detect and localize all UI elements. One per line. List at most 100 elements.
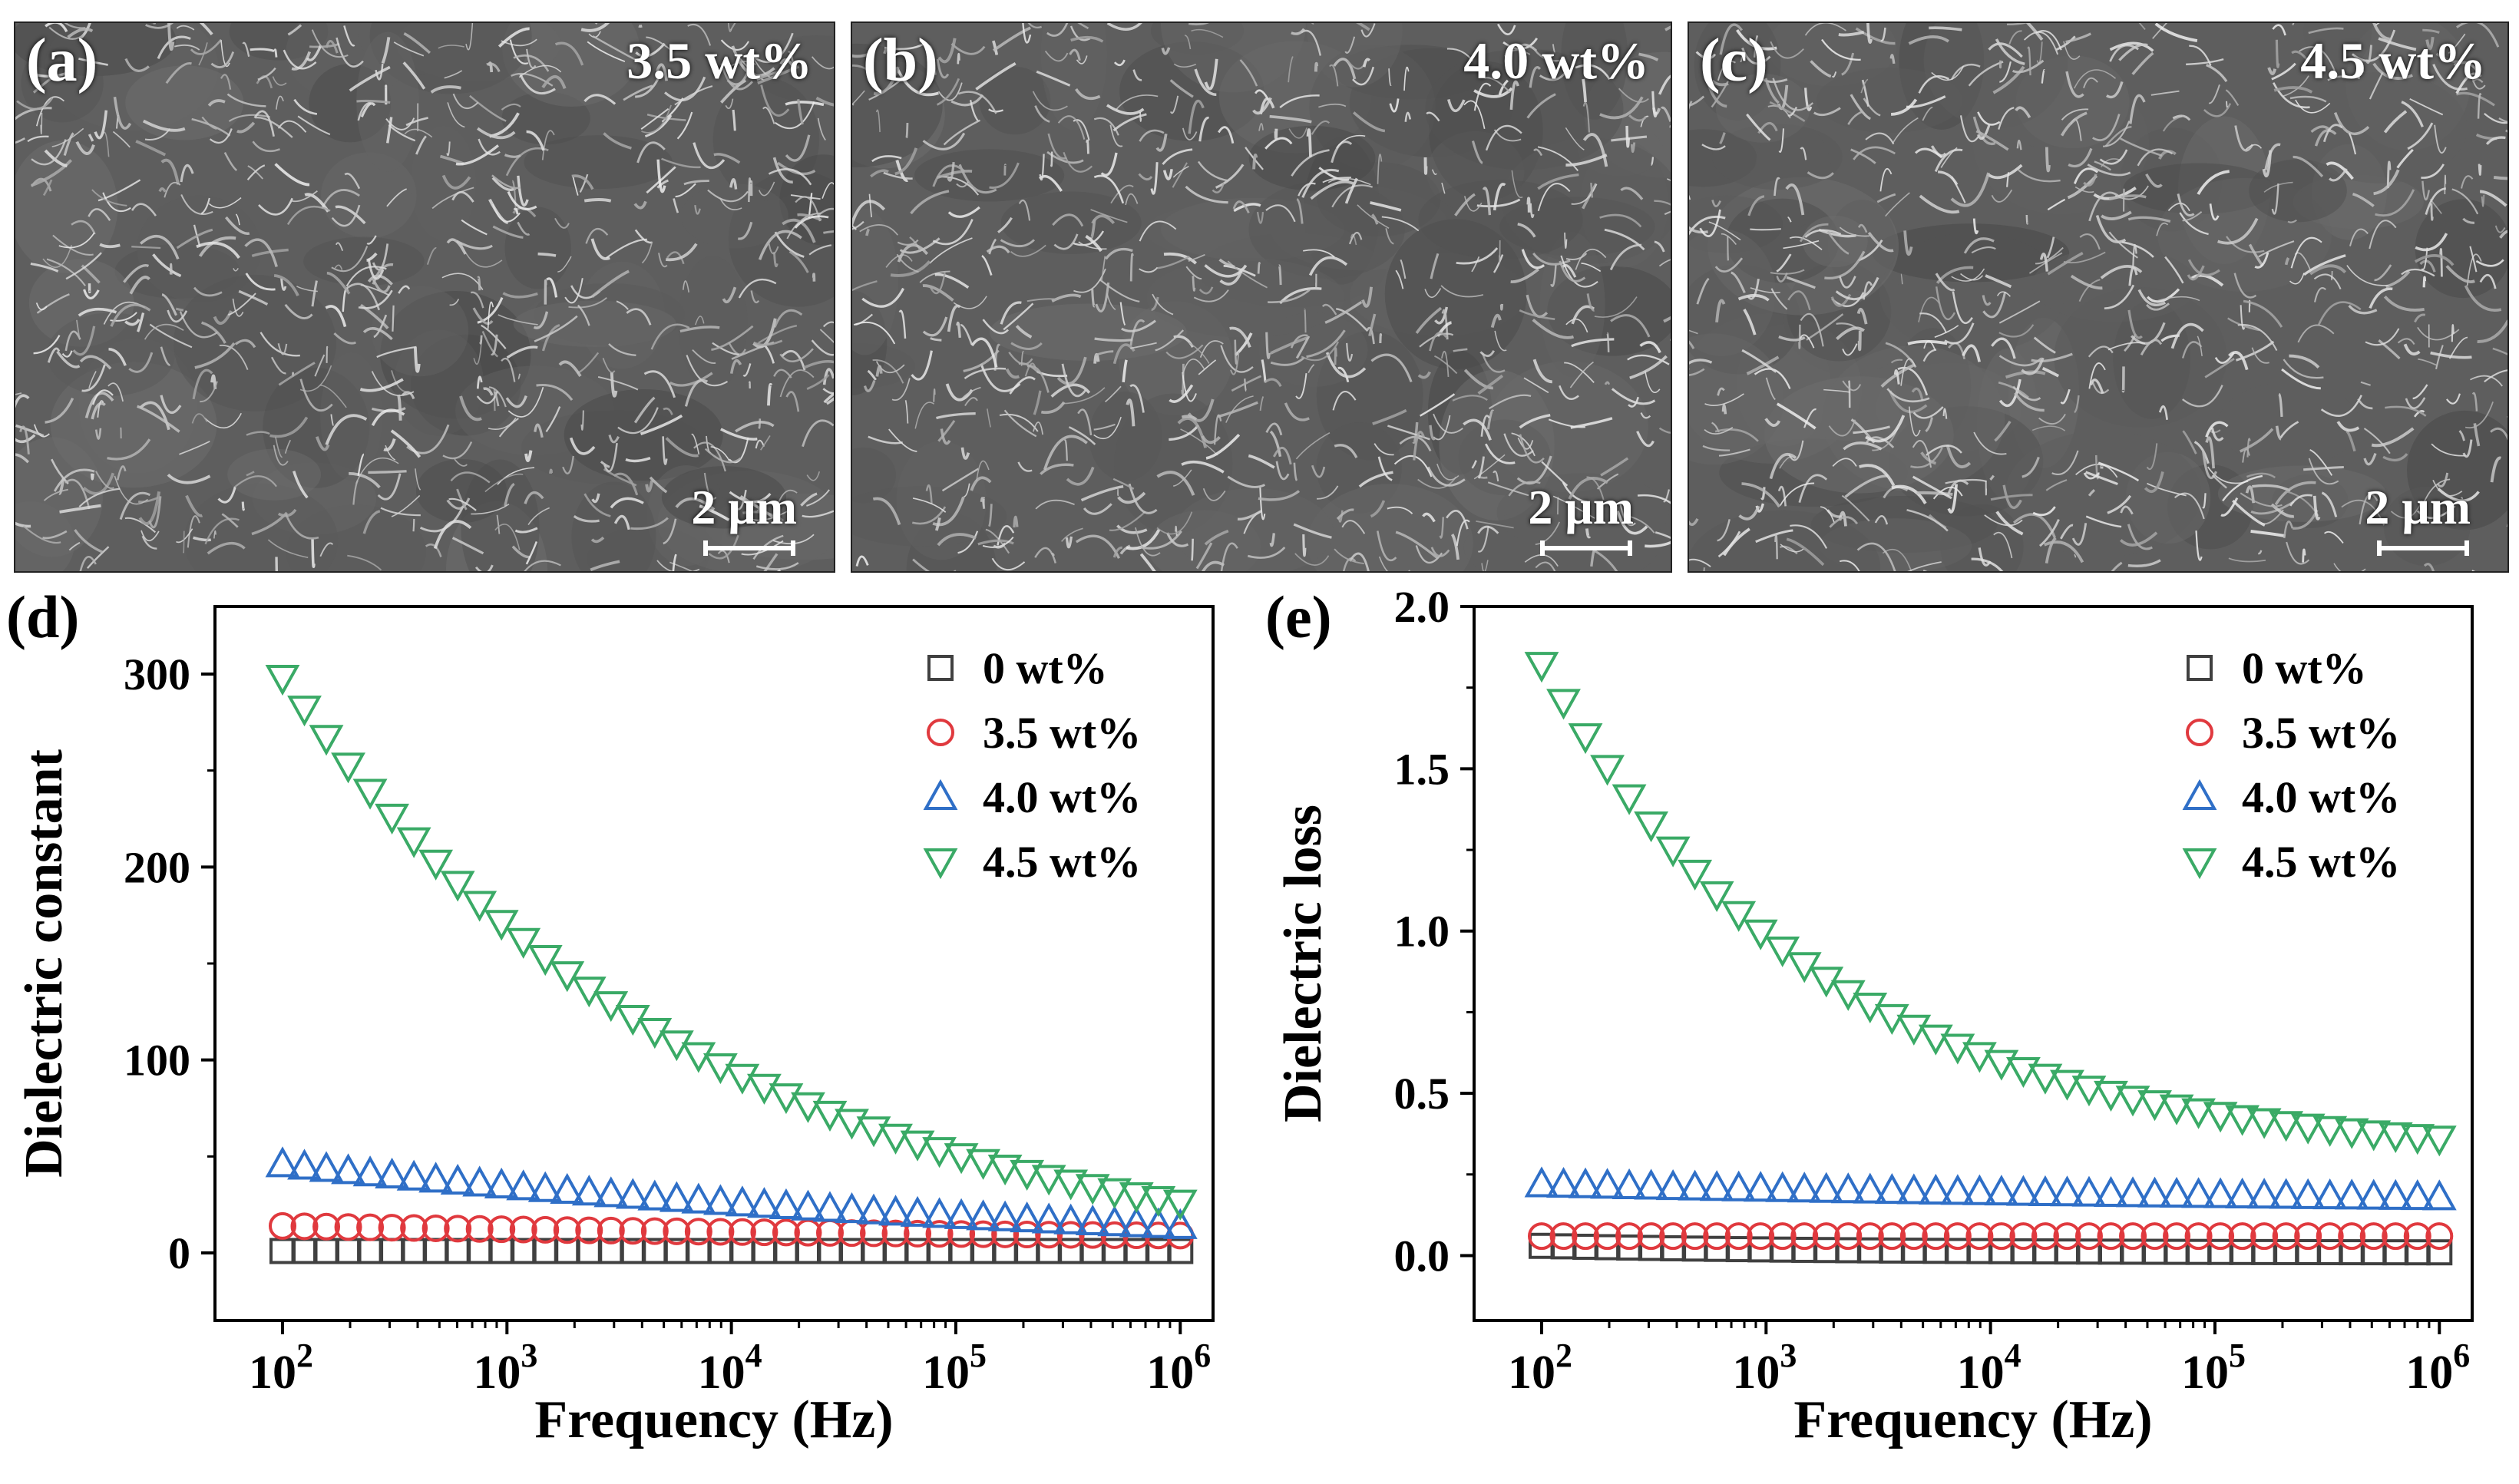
- sem-fiber: [2415, 233, 2448, 252]
- sem-fiber: [1010, 244, 1046, 257]
- sem-fiber: [2240, 305, 2246, 330]
- sem-fiber: [656, 179, 669, 189]
- sem-fiber: [603, 468, 637, 487]
- sem-fiber: [517, 373, 521, 380]
- scale-label: 2 μm: [691, 480, 797, 534]
- sem-fiber: [2284, 257, 2290, 266]
- sem-fiber: [191, 117, 231, 137]
- sem-fiber: [1234, 332, 1253, 356]
- sem-fiber: [91, 189, 127, 207]
- data-point: [527, 1171, 563, 1202]
- sem-fiber: [1857, 223, 1868, 233]
- sem-fiber: [176, 25, 195, 31]
- data-point: [440, 1163, 475, 1195]
- sem-fiber: [1695, 51, 1717, 60]
- data-point: [422, 1238, 449, 1264]
- sem-fiber: [2289, 273, 2305, 285]
- sem-fiber: [1417, 476, 1457, 489]
- sem-fiber: [1973, 431, 2007, 455]
- sem-fiber: [1537, 183, 1571, 212]
- y-tick-label: 0.0: [1394, 1231, 1450, 1281]
- y-axis-label: Dielectric loss: [1274, 805, 1333, 1122]
- plot-frame: [1473, 605, 2474, 1322]
- sem-fiber: [1886, 388, 1930, 403]
- sem-fiber: [861, 287, 905, 308]
- sem-fiber: [160, 158, 180, 185]
- sem-fiber: [750, 508, 792, 521]
- sem-fiber: [1400, 259, 1407, 279]
- sem-fiber: [1304, 309, 1307, 333]
- sem-fiber: [2211, 474, 2227, 489]
- sem-fiber: [333, 264, 343, 270]
- sem-texture: [852, 23, 1671, 571]
- sem-fiber: [398, 285, 411, 294]
- sem-fiber: [758, 230, 802, 260]
- data-point: [2028, 1063, 2063, 1095]
- sem-fiber: [63, 132, 74, 156]
- sem-fiber: [1853, 146, 1896, 160]
- sem-fiber: [1184, 35, 1192, 50]
- sem-grain: [2294, 71, 2468, 183]
- sem-fiber: [380, 507, 421, 517]
- sem-fiber: [490, 334, 498, 356]
- sem-fiber: [2385, 270, 2411, 289]
- sem-fiber: [1841, 52, 1855, 76]
- sem-fiber: [993, 542, 1007, 549]
- sem-fiber: [2074, 554, 2077, 558]
- sem-fiber: [1440, 351, 1450, 377]
- sem-fiber: [1033, 421, 1043, 435]
- series-0wt: [269, 1238, 1194, 1264]
- x-tick-label: 102: [1508, 1337, 1572, 1399]
- sem-fiber: [1831, 71, 1837, 78]
- sem-fiber: [98, 179, 141, 202]
- sem-fiber: [287, 24, 302, 36]
- sem-fiber: [128, 352, 154, 373]
- sem-fiber: [2202, 493, 2207, 509]
- sem-fiber: [1086, 139, 1089, 154]
- sem-fiber: [61, 350, 73, 358]
- data-point: [2159, 1176, 2194, 1208]
- data-point: [378, 1214, 406, 1242]
- sem-fiber: [2455, 23, 2500, 48]
- data-point: [1097, 1178, 1132, 1209]
- sem-fiber: [1173, 469, 1192, 487]
- data-point: [527, 945, 563, 977]
- sem-fiber: [2234, 125, 2254, 152]
- sem-fiber: [507, 190, 537, 211]
- sem-fiber: [273, 48, 278, 58]
- data-point: [2203, 1102, 2238, 1133]
- sem-fiber: [1486, 409, 1495, 430]
- sem-fiber: [1829, 516, 1859, 528]
- sem-fiber: [1441, 182, 1446, 194]
- sem-fiber: [325, 40, 339, 54]
- sem-fiber: [1426, 466, 1466, 487]
- sem-fiber: [492, 225, 524, 239]
- sem-fiber: [772, 534, 815, 545]
- data-point: [1035, 1221, 1063, 1249]
- sem-fiber: [963, 483, 970, 497]
- sem-fiber: [943, 119, 981, 146]
- sem-fiber: [1052, 213, 1084, 227]
- sem-fiber: [513, 207, 519, 215]
- sem-fiber: [859, 224, 899, 236]
- sem-fiber: [815, 96, 834, 107]
- sem-fiber: [1009, 376, 1036, 395]
- sem-fiber: [1376, 530, 1397, 562]
- sem-fiber: [987, 408, 991, 428]
- sem-fiber: [1085, 234, 1102, 253]
- data-point: [791, 1189, 825, 1221]
- data-point: [1813, 1237, 1840, 1264]
- data-point: [1896, 1173, 1932, 1205]
- sem-fiber: [272, 76, 287, 86]
- data-point: [1075, 1204, 1110, 1236]
- sem-fiber: [1348, 232, 1363, 245]
- data-point: [1812, 1222, 1840, 1251]
- sem-fiber: [1839, 560, 1860, 571]
- sem-fiber: [1532, 252, 1571, 266]
- sem-fiber: [1503, 433, 1534, 457]
- sem-fiber: [90, 473, 94, 481]
- sem-fiber: [2403, 343, 2421, 356]
- sem-fiber: [970, 337, 998, 368]
- sem-fiber: [1324, 300, 1363, 324]
- sem-fiber: [446, 141, 451, 157]
